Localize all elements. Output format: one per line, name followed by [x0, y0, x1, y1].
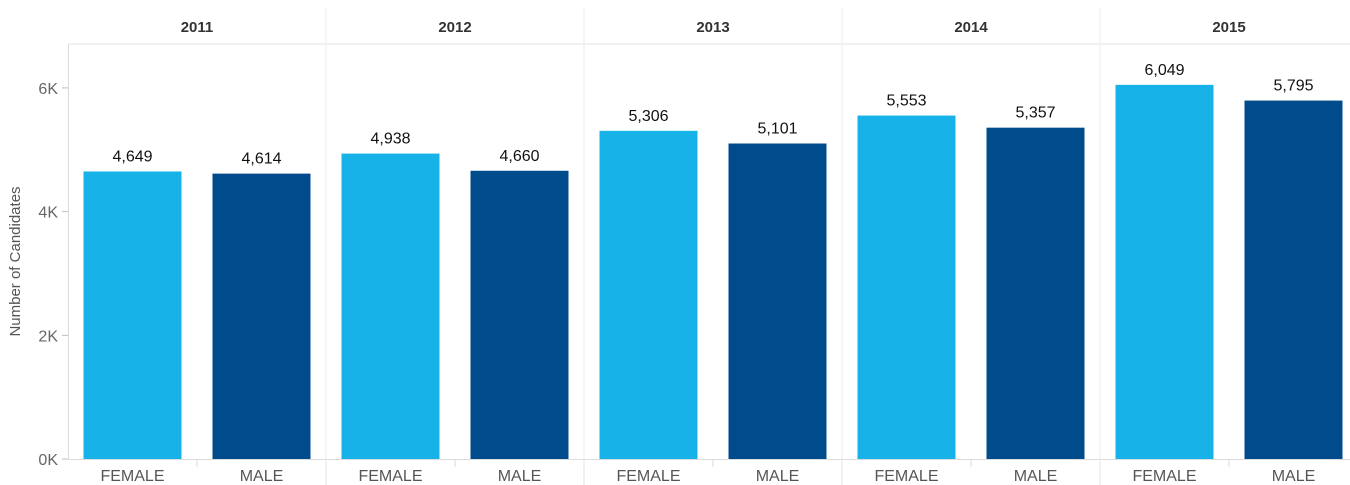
value-label: 5,553 — [886, 93, 926, 110]
value-label: 5,357 — [1015, 105, 1055, 122]
value-label: 4,614 — [241, 151, 281, 168]
y-tick-label: 2K — [38, 328, 58, 345]
y-tick-label: 0K — [38, 452, 58, 469]
bar-2015-male — [1244, 100, 1343, 459]
category-labels: FEMALE MALE FEMALE MALE FEMALE MALE FEMALE MALE… — [100, 468, 1315, 485]
bar-2011-female — [83, 171, 182, 459]
category-label: MALE — [498, 468, 542, 485]
y-axis: Number of Candidates 0K 2K 4K 6K — [7, 81, 68, 469]
y-axis-title: Number of Candidates — [7, 186, 24, 336]
category-label: FEMALE — [358, 468, 422, 485]
y-tick-label: 6K — [38, 81, 58, 98]
year-header-2014: 2014 — [954, 19, 988, 36]
year-headers: 2011 2012 2013 2014 2015 — [181, 19, 1246, 36]
bar-2011-male — [212, 173, 311, 460]
value-label: 5,795 — [1273, 78, 1313, 95]
category-label: FEMALE — [874, 468, 938, 485]
value-label: 4,938 — [370, 131, 410, 148]
value-label: 5,101 — [757, 121, 797, 138]
value-label: 4,649 — [112, 148, 152, 165]
category-label: FEMALE — [616, 468, 680, 485]
category-label: MALE — [756, 468, 800, 485]
bar-2013-female — [599, 130, 698, 459]
year-header-2011: 2011 — [181, 19, 214, 36]
value-labels: 4,649 4,614 4,938 4,660 5,306 5,101 5,553 5,357… — [112, 62, 1313, 168]
bars — [83, 84, 1343, 460]
category-label: MALE — [1272, 468, 1316, 485]
category-label: MALE — [1014, 468, 1058, 485]
category-label: FEMALE — [100, 468, 164, 485]
value-label: 5,306 — [628, 108, 668, 125]
year-header-2015: 2015 — [1212, 19, 1245, 36]
bar-2012-female — [341, 153, 440, 459]
year-header-2012: 2012 — [438, 19, 471, 36]
bar-2014-female — [857, 115, 956, 460]
y-tick-label: 4K — [38, 205, 58, 222]
category-label: FEMALE — [1132, 468, 1196, 485]
bar-2013-male — [728, 143, 827, 459]
chart-frame — [68, 8, 1350, 485]
value-label: 4,660 — [499, 148, 539, 165]
value-label: 6,049 — [1144, 62, 1184, 79]
bar-2015-female — [1115, 84, 1214, 459]
bar-2014-male — [986, 127, 1085, 459]
year-header-2013: 2013 — [696, 19, 729, 36]
category-label: MALE — [240, 468, 284, 485]
bar-2012-male — [470, 170, 569, 460]
